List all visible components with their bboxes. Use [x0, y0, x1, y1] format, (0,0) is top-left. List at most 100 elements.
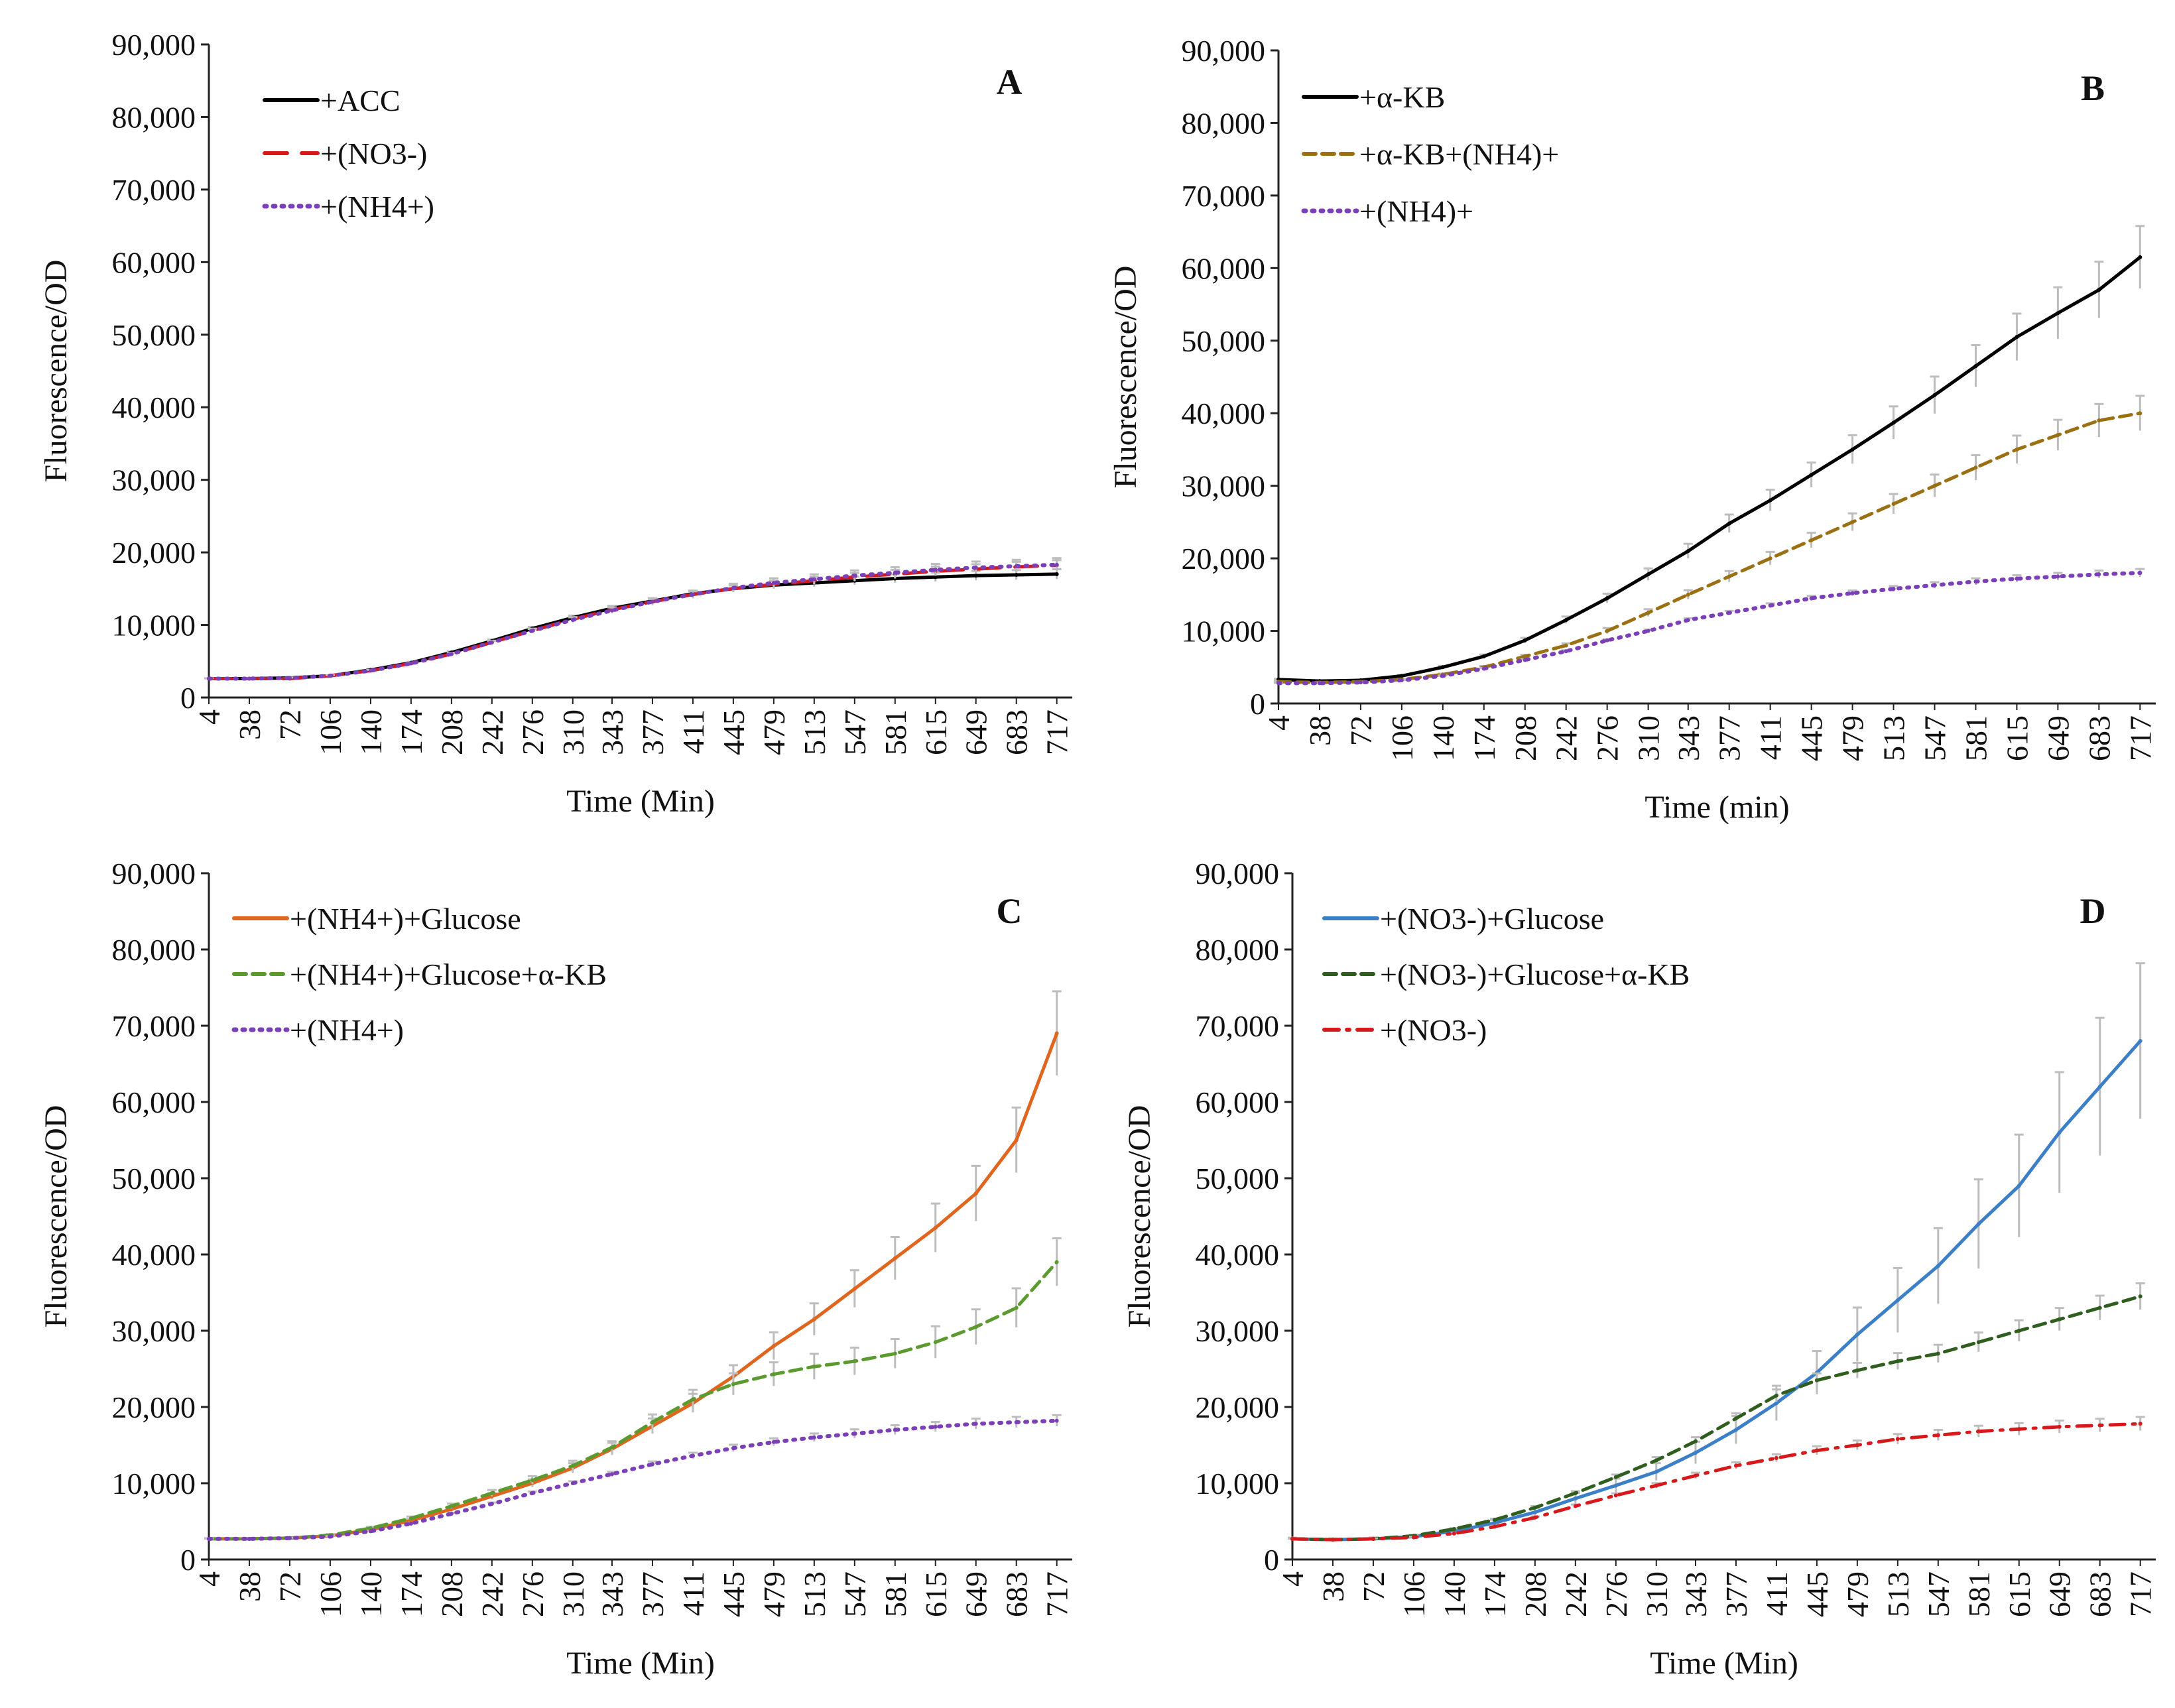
- y-tick-label: 0: [180, 681, 196, 715]
- x-tick-label: 38: [233, 709, 267, 740]
- y-tick-label: 70,000: [1196, 1009, 1280, 1043]
- series-line: [207, 1032, 1059, 1541]
- data-point: [1522, 658, 1527, 662]
- data-point: [1399, 678, 1404, 682]
- data-point: [973, 1191, 978, 1195]
- x-tick-label: 4: [192, 709, 226, 725]
- y-tick-label: 30,000: [1196, 1314, 1280, 1348]
- data-point: [1452, 1531, 1456, 1536]
- y-tick-label: 30,000: [112, 463, 196, 497]
- data-point: [1654, 1469, 1658, 1474]
- series-line: [1276, 571, 2143, 686]
- data-point: [812, 577, 816, 581]
- x-tick-label: 683: [2083, 1571, 2117, 1617]
- legend-label: +α-KB: [1359, 80, 1445, 114]
- y-tick-label: 90,000: [1196, 857, 1280, 890]
- data-point: [1936, 1264, 1940, 1268]
- data-point: [1774, 1401, 1778, 1406]
- data-point: [2017, 1184, 2021, 1188]
- data-point: [1646, 572, 1650, 577]
- data-point: [2138, 1422, 2143, 1426]
- data-point: [609, 1472, 614, 1477]
- data-point: [852, 1286, 857, 1291]
- y-axis-title: Fluorescence/OD: [1122, 1105, 1157, 1328]
- data-point: [1014, 564, 1019, 568]
- x-tick-label: 343: [595, 1571, 629, 1617]
- data-point: [1891, 420, 1896, 425]
- x-tick-label: 547: [838, 1571, 872, 1617]
- data-point: [1290, 1536, 1294, 1541]
- y-tick-label: 70,000: [112, 1009, 196, 1043]
- series-line: [1290, 1422, 2143, 1542]
- data-point: [933, 568, 938, 572]
- x-tick-label: 106: [1385, 715, 1419, 761]
- data-point: [1371, 1536, 1375, 1541]
- x-tick-label: 38: [1316, 1571, 1350, 1602]
- legend-label: +(NH4+)+Glucose: [290, 902, 521, 936]
- data-point: [2056, 433, 2060, 438]
- series-line: [1276, 411, 2142, 684]
- data-point: [1973, 364, 1978, 369]
- x-tick-label: 242: [475, 709, 509, 755]
- x-tick-label: 72: [273, 709, 307, 740]
- y-tick-label: 30,000: [112, 1314, 196, 1348]
- series-2: [1274, 568, 2145, 686]
- data-point: [1440, 665, 1445, 670]
- data-point: [1936, 1351, 1940, 1356]
- data-point: [408, 661, 413, 666]
- x-tick-label: 717: [1040, 1571, 1074, 1617]
- data-point: [1481, 666, 1486, 671]
- x-tick-label: 208: [435, 709, 469, 755]
- data-point: [933, 1225, 938, 1230]
- x-tick-label: 174: [1467, 715, 1501, 761]
- data-point: [933, 1424, 938, 1429]
- x-tick-label: 649: [2041, 715, 2075, 761]
- x-tick-label: 343: [1679, 1571, 1713, 1617]
- x-tick-label: 479: [757, 709, 791, 755]
- data-point: [690, 1397, 695, 1402]
- x-tick-label: 513: [1881, 1571, 1915, 1617]
- data-point: [1932, 483, 1937, 488]
- data-point: [1693, 1439, 1698, 1443]
- x-tick-label: 72: [1344, 715, 1378, 746]
- data-point: [2097, 572, 2101, 577]
- data-point: [1646, 611, 1650, 615]
- data-point: [1605, 629, 1609, 633]
- data-point: [2138, 571, 2143, 575]
- y-tick-label: 90,000: [112, 28, 196, 62]
- x-tick-label: 717: [2123, 715, 2157, 761]
- data-point: [973, 1422, 978, 1426]
- x-tick-label: 683: [1000, 1571, 1034, 1617]
- y-tick-label: 50,000: [1196, 1162, 1280, 1195]
- data-point: [287, 1536, 292, 1540]
- y-tick-label: 20,000: [1182, 542, 1266, 576]
- data-point: [1693, 1451, 1698, 1455]
- data-point: [852, 1432, 857, 1436]
- x-tick-label: 276: [1591, 715, 1625, 761]
- data-point: [408, 1521, 413, 1526]
- series-1: [204, 1237, 1062, 1541]
- series-2: [204, 557, 1062, 681]
- series-0: [1274, 225, 2145, 684]
- data-point: [1399, 674, 1404, 678]
- x-tick-label: 276: [516, 709, 550, 755]
- y-tick-label: 60,000: [1196, 1085, 1280, 1119]
- x-tick-label: 38: [233, 1571, 267, 1602]
- data-point: [1522, 654, 1527, 658]
- data-point: [690, 1453, 695, 1458]
- y-tick-label: 30,000: [1182, 469, 1266, 503]
- data-point: [207, 676, 211, 681]
- data-point: [1809, 596, 1814, 601]
- data-point: [771, 581, 776, 585]
- data-point: [1481, 654, 1486, 658]
- x-tick-label: 581: [879, 1571, 912, 1617]
- data-point: [650, 1462, 654, 1467]
- y-axis-title: Fluorescence/OD: [1108, 266, 1143, 489]
- data-point: [328, 674, 332, 678]
- series-line: [207, 572, 1059, 680]
- data-point: [1532, 1510, 1537, 1514]
- x-tick-label: 479: [757, 1571, 791, 1617]
- data-point: [2057, 1424, 2062, 1429]
- data-point: [1054, 572, 1059, 576]
- x-tick-label: 615: [919, 709, 953, 755]
